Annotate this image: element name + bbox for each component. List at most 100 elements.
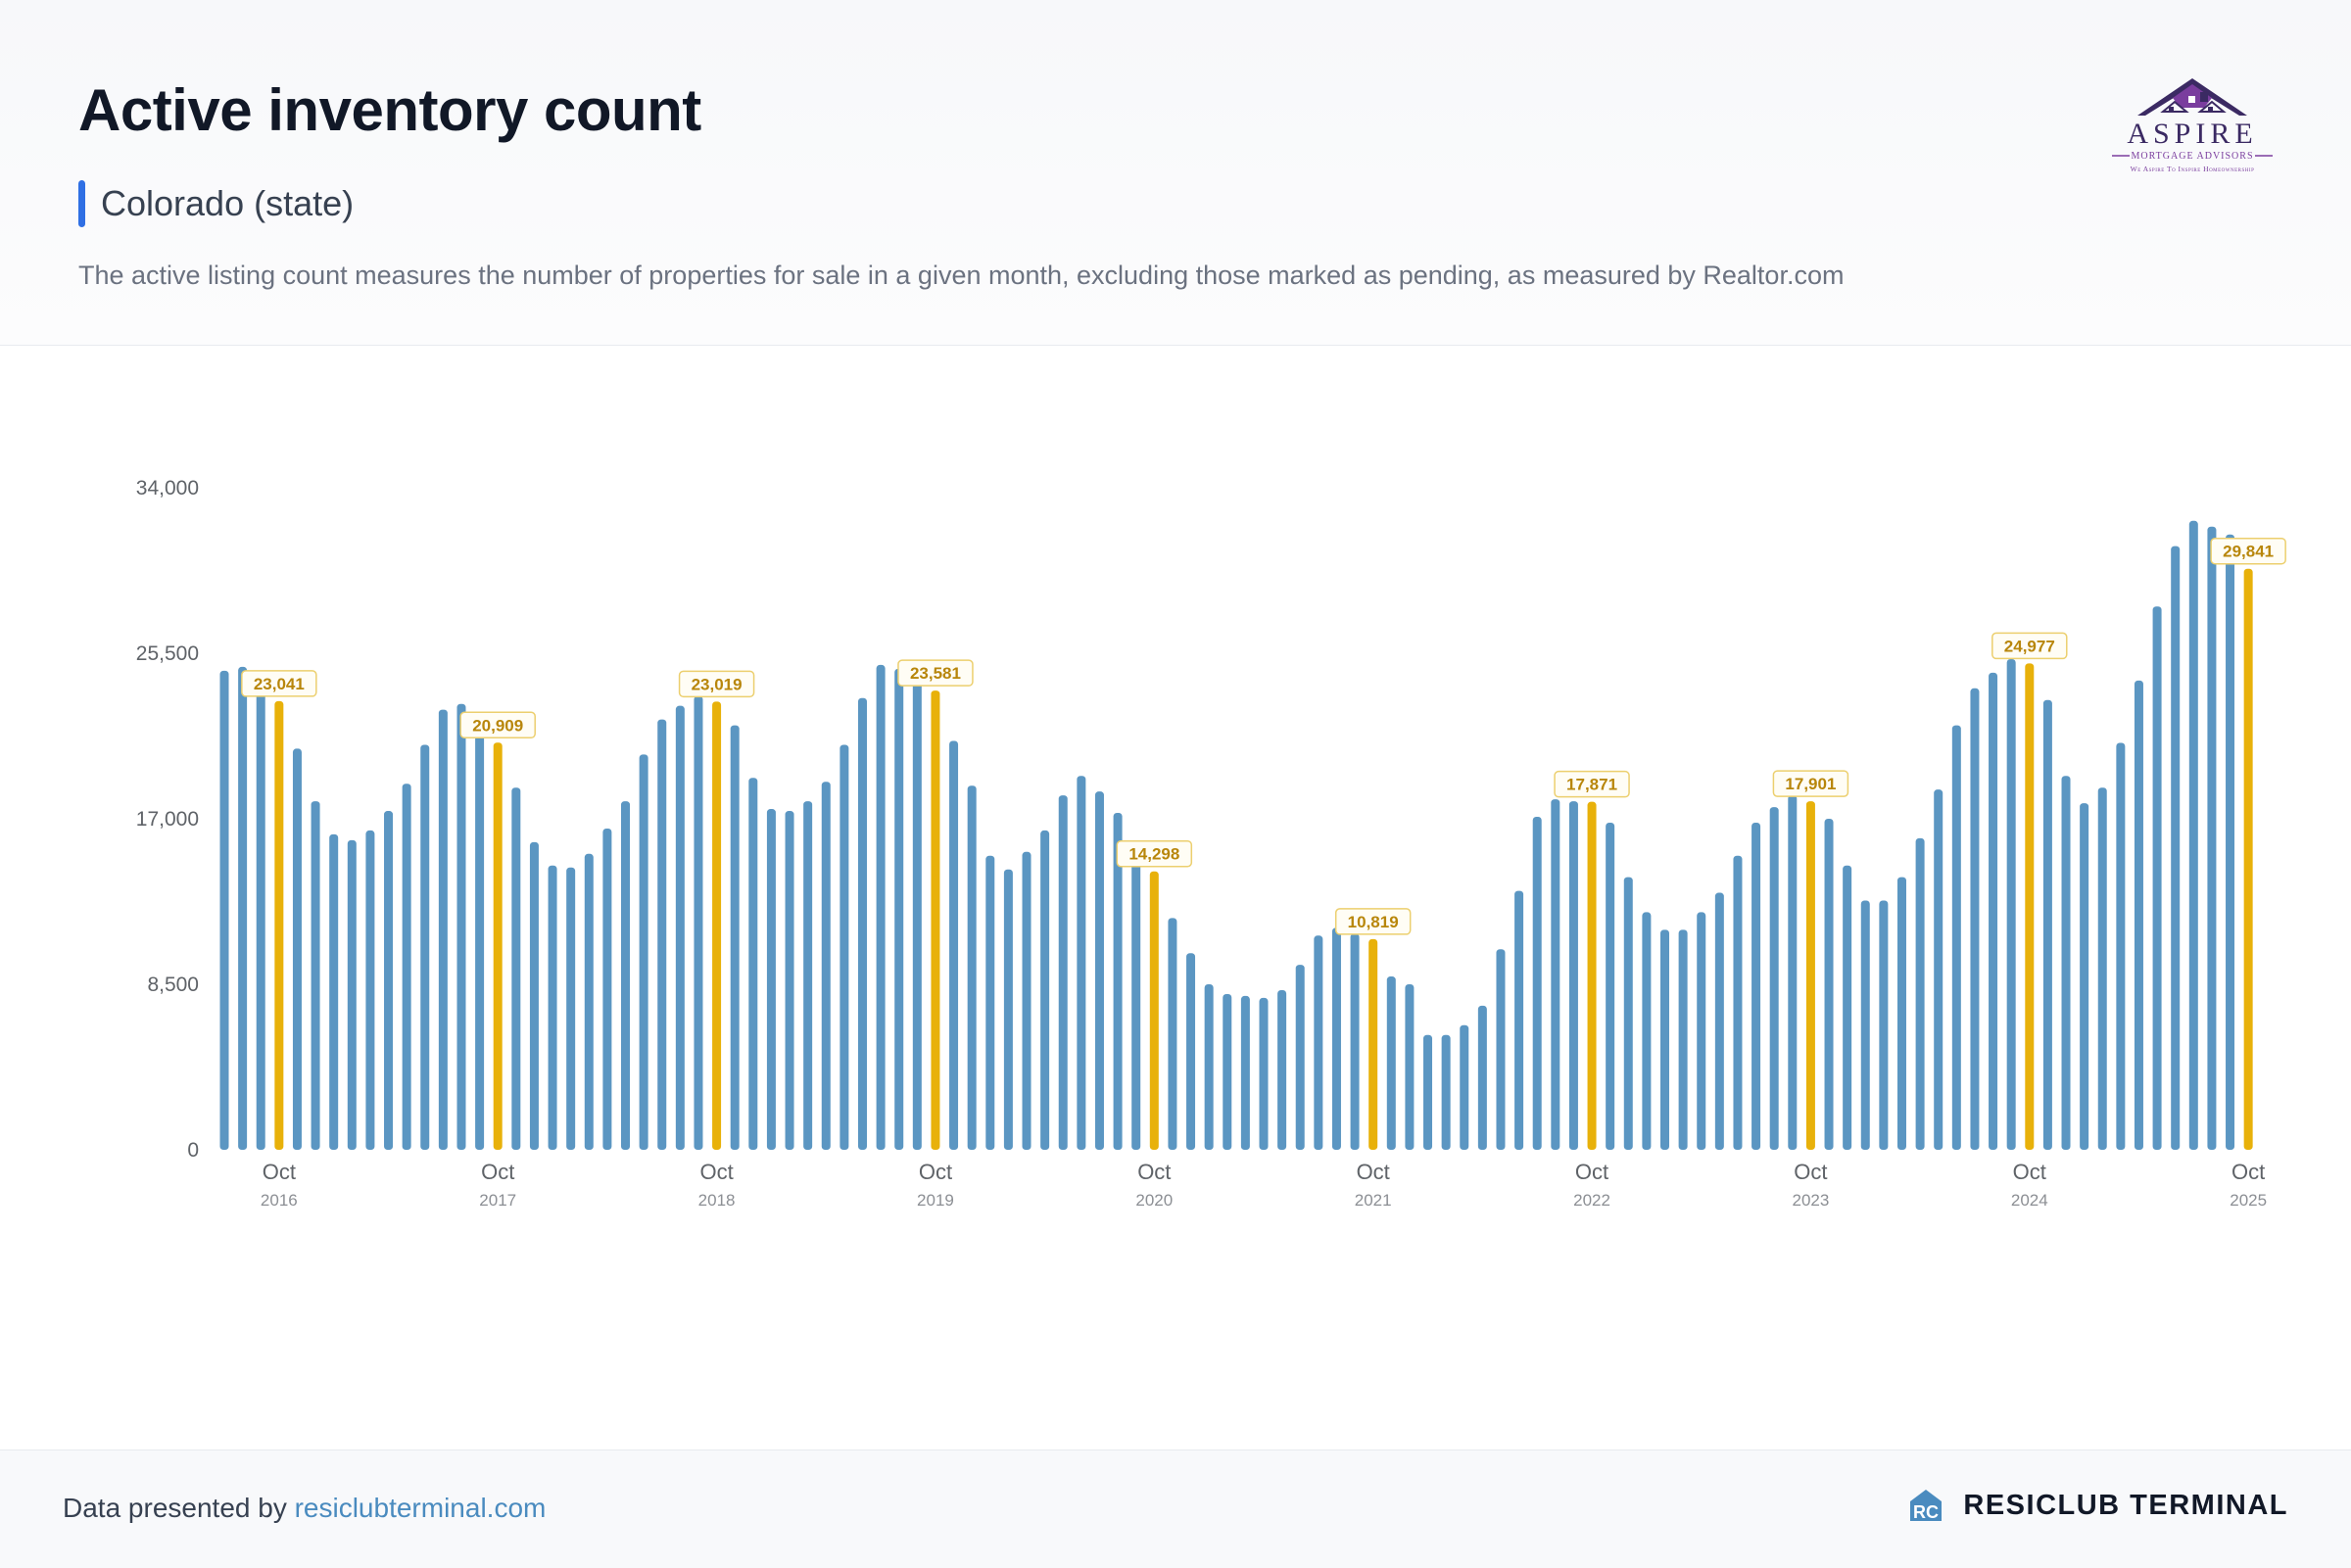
y-tick-label: 34,000 — [136, 477, 199, 499]
bar — [1860, 900, 1870, 1150]
bar — [1970, 688, 1980, 1150]
data-label: 24,977 — [2004, 637, 2055, 655]
x-tick-month: Oct — [1575, 1160, 1608, 1184]
y-tick-label: 17,000 — [136, 808, 199, 831]
x-tick-year: 2019 — [917, 1191, 954, 1210]
credit-link[interactable]: resiclubterminal.com — [294, 1493, 547, 1523]
data-label-box — [459, 711, 536, 739]
bar — [1751, 822, 1761, 1150]
footer: Data presented by resiclubterminal.com R… — [0, 1449, 2351, 1568]
bar — [1733, 855, 1743, 1150]
bar — [1915, 837, 1925, 1150]
bar — [2171, 546, 2181, 1150]
bar — [1168, 918, 1177, 1150]
data-label-box — [1991, 632, 2068, 660]
brand-name: RESICLUB TERMINAL — [1963, 1489, 2288, 1521]
data-label: 17,871 — [1566, 776, 1617, 794]
x-tick-month: Oct — [919, 1160, 952, 1184]
data-label: 20,909 — [472, 716, 523, 735]
bar — [2006, 658, 2016, 1150]
bar — [584, 853, 594, 1150]
data-label: 29,841 — [2223, 543, 2274, 561]
data-credit: Data presented by resiclubterminal.com — [63, 1493, 546, 1524]
bar — [1094, 791, 1104, 1150]
bar — [1022, 851, 1032, 1150]
svg-text:RC: RC — [1913, 1502, 1939, 1522]
bar — [1477, 1005, 1487, 1150]
page-title: Active inventory count — [78, 77, 701, 143]
bar — [2116, 742, 2126, 1150]
x-tick-year: 2023 — [1793, 1191, 1830, 1210]
y-tick-label: 0 — [187, 1139, 199, 1162]
bar — [1496, 949, 1506, 1150]
x-tick-year: 2017 — [479, 1191, 516, 1210]
bar — [766, 809, 776, 1150]
bar — [1769, 807, 1779, 1150]
x-tick-year: 2021 — [1355, 1191, 1392, 1210]
bar — [694, 695, 703, 1150]
inventory-bar-chart: 0 8,500 17,000 25,500 34,000 23,041 Oct 2016 20,… — [136, 477, 2286, 1210]
bar — [1204, 984, 1214, 1150]
bar — [949, 740, 959, 1150]
bar — [1058, 795, 1068, 1150]
region-selector: Colorado (state) — [78, 180, 354, 227]
bar — [420, 744, 430, 1150]
bar — [2188, 520, 2198, 1150]
y-tick-label: 25,500 — [136, 642, 199, 665]
bar — [821, 782, 831, 1150]
bar — [456, 703, 466, 1150]
logo-subtitle: MORTGAGE ADVISORS — [2131, 151, 2253, 162]
highlight-bar — [2025, 663, 2035, 1150]
bar — [438, 709, 448, 1150]
data-label-box — [1772, 770, 1849, 797]
bar — [2152, 606, 2162, 1150]
bar — [2097, 787, 2107, 1150]
bar — [730, 725, 740, 1150]
bar — [1551, 799, 1560, 1150]
bar — [1697, 912, 1706, 1150]
bar — [2207, 526, 2217, 1150]
bar — [1113, 813, 1123, 1150]
bar — [1824, 819, 1834, 1150]
data-label-box — [241, 670, 317, 697]
x-tick-year: 2020 — [1135, 1191, 1173, 1210]
bar — [1934, 789, 1943, 1150]
highlight-bar — [931, 690, 940, 1150]
data-label: 17,901 — [1785, 775, 1836, 793]
data-label: 23,041 — [254, 675, 305, 693]
chart-description: The active listing count measures the nu… — [78, 261, 1845, 290]
bar — [1532, 817, 1542, 1150]
bar — [2226, 534, 2235, 1150]
x-tick-month: Oct — [2013, 1160, 2046, 1184]
bar — [2134, 680, 2143, 1150]
bar — [347, 839, 357, 1150]
x-tick-year: 2024 — [2011, 1191, 2048, 1210]
x-tick-month: Oct — [699, 1160, 733, 1184]
x-tick-year: 2025 — [2230, 1191, 2267, 1210]
bar — [1879, 900, 1889, 1150]
data-label-box — [897, 659, 974, 687]
bar — [602, 828, 612, 1150]
bar — [1077, 776, 1086, 1150]
bar — [1314, 935, 1323, 1150]
bar — [511, 787, 521, 1150]
x-tick-year: 2016 — [261, 1191, 298, 1210]
data-label-box — [2210, 537, 2286, 565]
bar — [329, 833, 339, 1150]
bar — [912, 672, 922, 1150]
highlight-bar — [712, 701, 722, 1150]
x-tick-month: Oct — [481, 1160, 514, 1184]
bar — [1623, 877, 1633, 1150]
region-accent-bar — [78, 180, 85, 227]
bar — [1896, 877, 1906, 1150]
data-label-box — [1116, 839, 1193, 868]
data-label-box — [678, 670, 755, 698]
data-label-box — [1334, 908, 1412, 935]
data-label-box — [1554, 770, 1630, 798]
bar — [365, 830, 375, 1150]
x-tick-month: Oct — [1794, 1160, 1827, 1184]
bar — [1331, 927, 1341, 1150]
data-label: 23,019 — [692, 675, 743, 693]
bar — [894, 668, 904, 1150]
bar — [785, 811, 794, 1150]
